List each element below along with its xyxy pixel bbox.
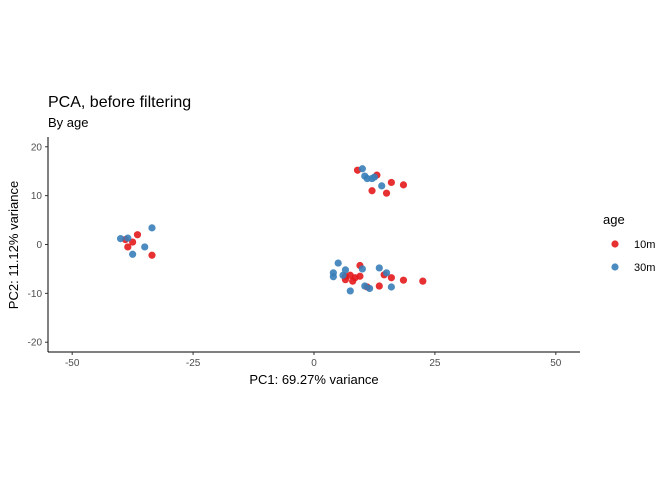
x-tick-label: 25 [429,358,441,369]
y-tick-label: 0 [36,240,42,251]
data-point [124,234,132,242]
y-tick-label: -20 [28,338,43,349]
data-point [329,273,337,281]
y-axis-ticks: -20 -10 0 10 20 [28,142,48,349]
legend-label: 10m [634,239,655,251]
y-tick-label: 10 [31,191,43,202]
data-point [399,181,408,189]
data-point [419,277,427,285]
data-point [382,189,391,197]
data-point [148,224,156,232]
data-point [341,266,350,274]
data-point [378,182,386,190]
legend-key [611,240,619,248]
data-point [124,243,132,251]
chart-title: PCA, before filtering [48,94,191,111]
data-point [387,178,395,187]
x-axis-title: PC1: 69.27% variance [249,372,378,387]
data-point [129,250,137,258]
data-point [382,269,391,277]
x-axis-ticks: -50 -25 0 25 50 [65,352,562,369]
data-point [368,187,376,195]
data-point [334,259,342,267]
data-point [349,277,357,285]
data-point [116,235,125,243]
data-point [358,265,366,273]
x-tick-label: 0 [311,358,317,369]
data-point [375,282,383,290]
data-point [356,272,364,280]
data-point [387,274,395,282]
legend-title: age [603,212,625,227]
y-axis-title: PC2: 11.12% variance [6,181,21,309]
x-tick-label: -50 [65,358,80,369]
data-point [399,276,408,284]
data-point [370,173,379,181]
x-tick-label: -25 [186,358,201,369]
data-point [148,251,156,259]
data-point [387,283,395,291]
legend-label: 30m [634,262,655,274]
data-point [133,231,142,239]
legend: age 10m 30m [603,212,655,274]
chart-subtitle: By age [48,115,88,130]
y-tick-label: 20 [31,142,43,153]
data-point [346,287,354,295]
series-30m [116,165,395,295]
data-point [358,165,366,173]
data-point [366,284,374,293]
x-tick-label: 50 [550,358,562,369]
data-point [339,271,347,279]
y-tick-label: -10 [28,289,43,300]
data-point [141,243,149,251]
plot-area [116,165,427,295]
data-point [129,238,137,246]
legend-key [611,263,619,271]
data-point [375,264,383,272]
